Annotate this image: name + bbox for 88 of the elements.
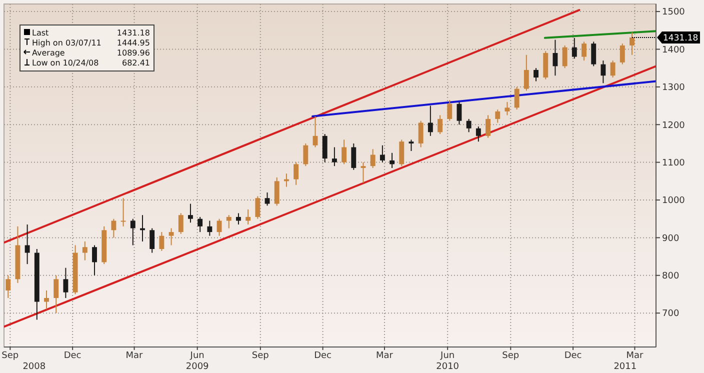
text: Low on 10/24/08 682.41 xyxy=(32,58,150,68)
y-tick-label: 800 xyxy=(662,272,680,282)
x2-tick-label: 2008 xyxy=(22,362,46,372)
candlestick xyxy=(370,148,376,168)
candlestick xyxy=(111,218,116,238)
candlestick xyxy=(600,60,606,84)
candlestick xyxy=(216,218,222,236)
y-tick-label: 1300 xyxy=(662,83,686,94)
x-tick-label: Mar xyxy=(376,351,394,361)
candlestick xyxy=(408,139,414,152)
candlestick xyxy=(524,54,529,92)
candlestick xyxy=(562,44,568,69)
x-tick-label: Sep xyxy=(252,351,270,361)
candlestick xyxy=(312,116,318,148)
candlestick xyxy=(44,290,49,310)
candlestick xyxy=(456,102,462,126)
candlestick xyxy=(54,274,59,314)
candlestick xyxy=(24,224,30,265)
x-tick-label: Mar xyxy=(126,351,144,361)
candlestick xyxy=(495,109,500,124)
x-tick-label: Sep xyxy=(2,351,19,361)
y-tick-label: 1100 xyxy=(662,158,686,168)
x-tick-label: Dec xyxy=(314,351,332,361)
candlestick xyxy=(303,142,308,167)
candlestick xyxy=(150,228,155,254)
candlestick xyxy=(582,41,586,62)
x2-tick-label: 2009 xyxy=(186,362,210,372)
candlestick xyxy=(198,216,203,233)
candlestick xyxy=(322,134,328,163)
candlestick xyxy=(552,39,558,76)
candlestick xyxy=(178,212,184,234)
candlestick xyxy=(168,228,174,246)
candlestick xyxy=(514,86,520,110)
candlestick xyxy=(159,232,164,252)
candlestick xyxy=(390,152,395,168)
x-tick-label: Dec xyxy=(564,351,582,361)
x-tick-label: Jun xyxy=(189,351,204,361)
candlestick xyxy=(188,203,193,224)
candlestick xyxy=(236,212,241,225)
y-tick-label: 1000 xyxy=(662,196,686,206)
candlestick xyxy=(255,196,260,220)
y-tick-label: 900 xyxy=(662,234,680,244)
candlestick xyxy=(591,41,596,67)
candlestick xyxy=(630,32,634,56)
text: High on 03/07/11 1444.95 xyxy=(32,38,150,48)
candlestick xyxy=(63,267,68,298)
x-tick-label: Sep xyxy=(502,351,520,361)
candlestick xyxy=(264,192,270,206)
candlestick xyxy=(130,218,136,246)
candlestick xyxy=(504,102,510,116)
y-tick-label: 1400 xyxy=(662,45,686,56)
x2-tick-label: 2011 xyxy=(614,362,637,372)
y-tick-label: 700 xyxy=(662,309,680,320)
candlestick xyxy=(351,142,356,170)
y-tick-label: 1200 xyxy=(662,120,686,131)
candlestick xyxy=(399,139,404,167)
candlestick xyxy=(620,43,625,65)
candlestick xyxy=(332,146,337,167)
x2-tick-label: 2010 xyxy=(436,362,460,372)
candlestick xyxy=(447,100,452,122)
candlestick xyxy=(120,198,126,227)
x-tick-label: Mar xyxy=(626,351,644,361)
candlestick xyxy=(438,114,443,135)
candlestick xyxy=(274,176,280,206)
text: Average 1089.96 xyxy=(32,48,150,58)
candlestick xyxy=(572,37,577,60)
candlestick xyxy=(466,118,472,133)
candlestick xyxy=(246,208,251,225)
candlestick xyxy=(380,144,385,163)
candlestick xyxy=(486,114,490,138)
candlestick xyxy=(207,220,212,236)
candlestick xyxy=(226,214,232,229)
candlestick xyxy=(428,105,433,136)
candlestick xyxy=(418,120,424,148)
candlestick xyxy=(6,274,11,298)
candlestick xyxy=(534,68,538,82)
candlestick xyxy=(342,139,347,165)
x-tick-label: Dec xyxy=(64,351,82,361)
candlestick xyxy=(360,162,366,184)
candlestick xyxy=(92,244,97,276)
candlestick xyxy=(476,126,481,142)
y-tick-label: 1500 xyxy=(662,8,686,18)
x-tick-label: Jun xyxy=(440,351,455,361)
annotation: 1431.18 xyxy=(663,33,698,44)
candlestick xyxy=(294,162,299,186)
candlestick xyxy=(610,60,616,78)
text: Last 1431.18 xyxy=(32,28,150,38)
candlestick xyxy=(82,240,88,261)
